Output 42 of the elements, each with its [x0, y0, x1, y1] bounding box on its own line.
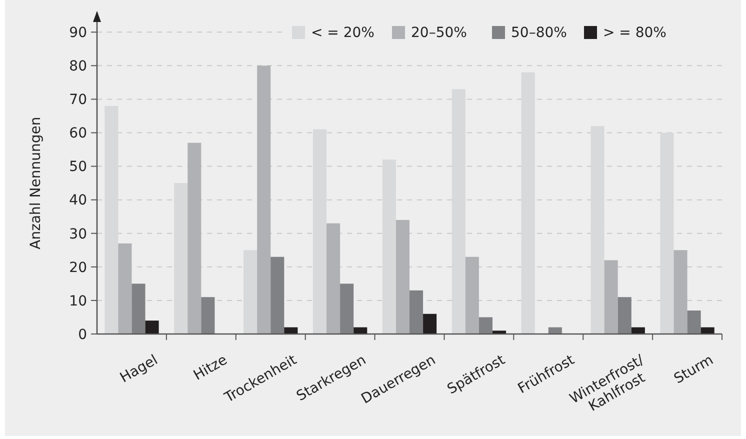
- y-tick-label: 60: [69, 126, 87, 142]
- bar: [201, 297, 215, 334]
- bar: [410, 290, 424, 334]
- y-tick-label: 50: [69, 159, 87, 176]
- bar: [590, 126, 604, 334]
- bar: [465, 256, 479, 334]
- bar: [188, 142, 202, 334]
- bar: [660, 132, 674, 334]
- bar: [604, 260, 618, 334]
- bar: [618, 297, 632, 334]
- bar: [104, 106, 118, 334]
- y-tick-label: 40: [69, 192, 87, 209]
- y-tick-label: 90: [69, 25, 87, 42]
- bar: [132, 284, 146, 334]
- bar: [674, 250, 688, 334]
- legend-label: > = 80%: [603, 24, 666, 41]
- bar: [174, 183, 188, 334]
- bar: [521, 72, 535, 334]
- bar: [145, 320, 159, 334]
- bar: [312, 129, 327, 334]
- y-tick-label: 0: [78, 326, 87, 343]
- bar: [326, 223, 340, 334]
- y-tick-label: 80: [69, 58, 87, 75]
- bar: [687, 310, 701, 334]
- legend-label: 20–50%: [411, 24, 467, 41]
- bar: [270, 256, 284, 334]
- bar: [396, 220, 410, 334]
- bar: [340, 284, 354, 334]
- bar: [478, 317, 492, 334]
- legend-label: < = 20%: [311, 24, 374, 41]
- bar: [382, 160, 396, 334]
- y-tick-label: 20: [69, 260, 87, 276]
- bar: [452, 89, 466, 334]
- y-tick-label: 30: [69, 226, 87, 242]
- bar: [257, 66, 271, 334]
- y-tick-label: 10: [69, 293, 87, 310]
- bar: [423, 314, 437, 334]
- legend-label: 50–80%: [511, 24, 567, 41]
- bar: [118, 243, 132, 334]
- y-axis-title: Anzahl Nennungen: [28, 116, 44, 250]
- bar: [244, 250, 258, 334]
- y-tick-label: 70: [69, 92, 87, 108]
